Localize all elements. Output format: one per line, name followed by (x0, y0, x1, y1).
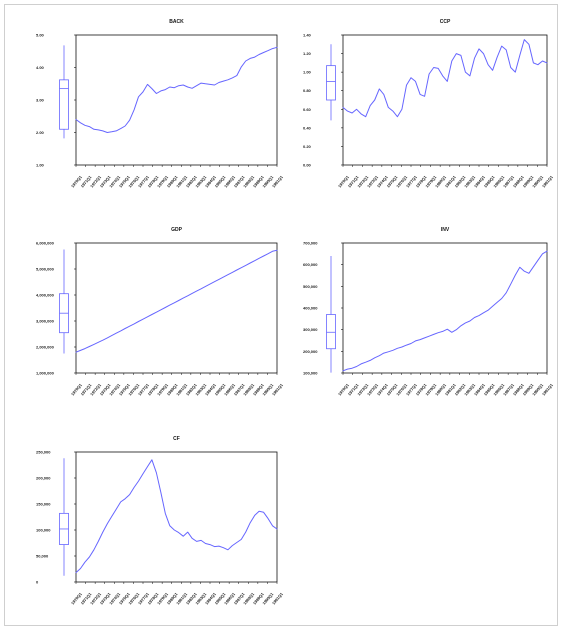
y-tick-label: 0.40 (303, 125, 312, 130)
y-tick-label: 3,000,000 (36, 319, 55, 324)
chart-title: CF (173, 436, 180, 442)
plot-frame (342, 242, 548, 374)
plot-frame (75, 242, 278, 374)
y-tick-label: 0.80 (303, 88, 312, 93)
y-tick-label: 1,000,000 (36, 371, 55, 376)
y-tick-label: 0 (36, 580, 39, 585)
series-line (342, 250, 548, 372)
chart-title: GDP (171, 227, 183, 233)
x-tick-label: 1991Q1 (271, 382, 284, 397)
y-tick-label: 200,000 (303, 349, 318, 354)
y-tick-label: 2.00 (36, 130, 45, 135)
y-tick-label: 6,000,000 (36, 241, 55, 246)
y-tick-label: 600,000 (303, 262, 318, 267)
box-plot-box (326, 65, 336, 101)
box-plot-box (59, 79, 69, 130)
x-tick-label: 1991Q1 (541, 382, 554, 397)
y-tick-label: 50,000 (36, 554, 49, 559)
y-tick-label: 4,000,000 (36, 293, 55, 298)
y-tick-label: 0.60 (303, 107, 312, 112)
y-tick-label: 0.20 (303, 144, 312, 149)
y-tick-label: 2,000,000 (36, 345, 55, 350)
y-tick-label: 100,000 (36, 528, 51, 533)
x-tick-label: 1991Q1 (271, 174, 284, 189)
series-line (75, 46, 278, 133)
chart-panel-2: GDP 1,000,000 2,000,000 3,000,000 4,000,000 5… (36, 227, 284, 397)
y-tick-label: 1.00 (303, 70, 312, 75)
chart-title: BACK (169, 19, 184, 25)
y-tick-label: 1.40 (303, 33, 312, 38)
chart-panel-0: BACK1.002.003.004.005.001970Q11971Q11972… (36, 19, 284, 189)
y-tick-label: 5.00 (36, 33, 45, 38)
x-tick-label: 1991Q1 (271, 591, 284, 606)
plot-frame (342, 34, 548, 166)
plot-frame (75, 34, 278, 166)
series-line (75, 459, 278, 574)
chart-panel-3: INV 100,000 200,000 300,000 400,000 500,000 60… (303, 227, 554, 397)
y-tick-label: 1.00 (36, 163, 45, 168)
y-tick-label: 3.00 (36, 98, 45, 103)
box-plot-box (326, 314, 336, 350)
series-line (342, 39, 548, 118)
plot-frame (75, 451, 278, 583)
chart-title: CCP (440, 19, 451, 25)
y-tick-label: 100,000 (303, 371, 318, 376)
chart-title: INV (441, 227, 450, 233)
x-tick-label: 1991Q1 (541, 174, 554, 189)
y-tick-label: 4.00 (36, 65, 45, 70)
series-line (75, 249, 278, 353)
y-tick-label: 700,000 (303, 241, 318, 246)
y-tick-label: 500,000 (303, 284, 318, 289)
y-tick-label: 5,000,000 (36, 267, 55, 272)
y-tick-label: 1.20 (303, 51, 312, 56)
chart-panel-4: CF050,000100,000150,000200,000250,000197… (36, 436, 284, 606)
y-tick-label: 0.00 (303, 163, 312, 168)
y-tick-label: 150,000 (36, 502, 51, 507)
y-tick-label: 400,000 (303, 306, 318, 311)
chart-sheet (4, 4, 558, 626)
y-tick-label: 250,000 (36, 450, 51, 455)
y-tick-label: 300,000 (303, 327, 318, 332)
y-tick-label: 200,000 (36, 476, 51, 481)
chart-panel-1: CCP0.000.200.400.600.801.001.201.401970Q… (303, 19, 554, 189)
